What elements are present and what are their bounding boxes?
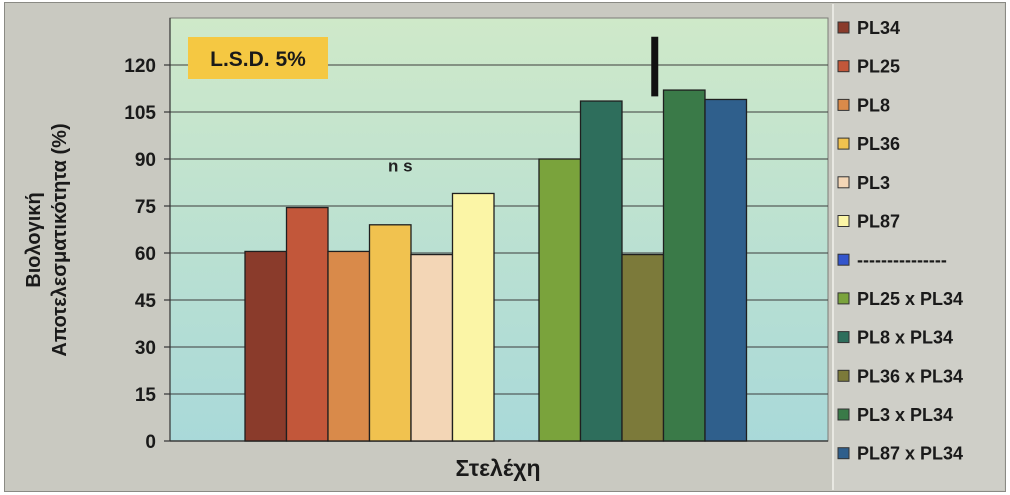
legend-label: PL36 x PL34 xyxy=(857,366,963,386)
y-tick-label: 75 xyxy=(135,197,157,218)
y-axis-label-line2: Αποτελεσματικότητα (%) xyxy=(49,123,71,356)
y-tick-label: 45 xyxy=(135,291,157,312)
legend-label: PL3 x PL34 xyxy=(857,405,953,425)
lsd-label: L.S.D. 5% xyxy=(210,48,306,71)
y-tick-label: 15 xyxy=(135,385,157,406)
legend-panel xyxy=(832,4,1004,490)
y-tick-label: 90 xyxy=(135,150,156,171)
legend-label: PL8 xyxy=(857,95,890,115)
legend-swatch xyxy=(837,21,850,34)
legend-label: PL87 xyxy=(857,212,900,232)
legend-swatch xyxy=(837,331,850,344)
bar-pl25-x-pl34 xyxy=(538,158,582,442)
legend: PL34 PL25 PL8 PL36 PL3 PL87 --------------- PL2… xyxy=(837,18,963,464)
legend-label: PL25 xyxy=(857,57,900,77)
x-axis-label: Στελέχη xyxy=(455,455,540,481)
bar-pl3 xyxy=(410,253,454,442)
bar-pl25 xyxy=(285,206,329,442)
y-tick-label: 105 xyxy=(124,103,156,124)
legend-swatch xyxy=(837,447,850,460)
legend-label: PL8 x PL34 xyxy=(857,328,953,348)
legend-label: PL34 xyxy=(857,18,900,38)
y-tick-label: 30 xyxy=(135,338,156,359)
legend-swatch xyxy=(837,369,850,382)
legend-swatch xyxy=(837,408,850,421)
bar-pl87 xyxy=(451,192,495,442)
y-axis-label-line1: Βιολογική xyxy=(23,192,45,287)
bar-pl36-x-pl34 xyxy=(621,253,665,442)
bar-pl34 xyxy=(244,250,288,442)
legend-swatch xyxy=(837,176,850,189)
lsd-box: L.S.D. 5% xyxy=(188,37,328,79)
legend-swatch xyxy=(837,137,850,150)
legend-swatch xyxy=(837,292,850,305)
y-tick-label: 0 xyxy=(145,432,156,453)
bar-pl36 xyxy=(368,224,412,442)
legend-label: PL87 x PL34 xyxy=(857,444,963,464)
legend-label: PL3 xyxy=(857,173,890,193)
y-tick-labels: 0 15 30 45 60 75 90 105 120 xyxy=(124,56,156,453)
legend-swatch xyxy=(837,215,850,227)
bar-pl3-x-pl34 xyxy=(662,89,706,442)
legend-swatch xyxy=(837,253,850,266)
legend-swatch xyxy=(837,60,850,73)
y-tick-label: 120 xyxy=(124,56,156,77)
y-tick-label: 60 xyxy=(135,244,156,265)
legend-label: --------------- xyxy=(857,250,947,270)
bar-pl8 xyxy=(327,250,371,442)
legend-label: PL36 xyxy=(857,134,900,154)
legend-swatch xyxy=(837,98,850,111)
legend-label: PL25 x PL34 xyxy=(857,289,963,309)
bars xyxy=(244,89,748,442)
ns-annotation: n s xyxy=(388,157,413,176)
bar-pl87-x-pl34 xyxy=(704,98,748,442)
bar-pl8-x-pl34 xyxy=(579,100,623,442)
